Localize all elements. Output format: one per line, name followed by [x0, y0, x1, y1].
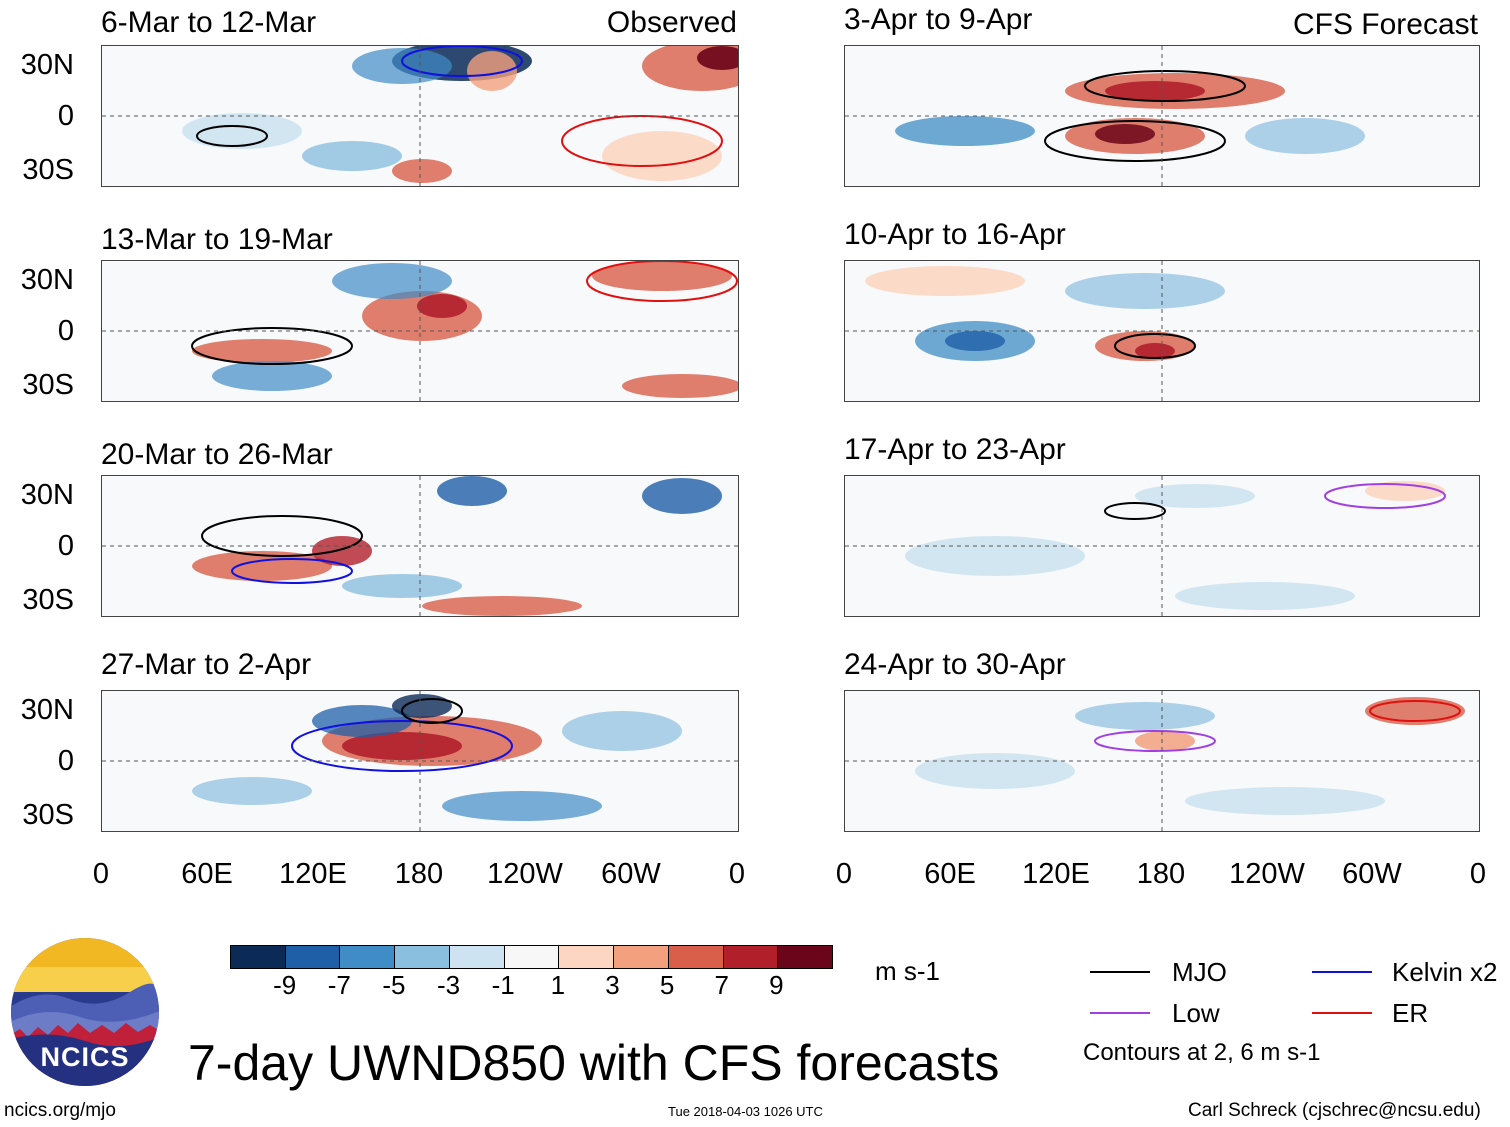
legend-line-er: [1312, 1012, 1372, 1014]
lat-label-30n: 30N: [20, 694, 74, 726]
map-panel-left-1: [101, 45, 739, 187]
wind-anomaly-map: [845, 46, 1479, 186]
lon-label: 60E: [181, 858, 233, 890]
lon-label: 60E: [924, 858, 976, 890]
legend-line-kelvin: [1312, 971, 1372, 973]
lat-label-30s: 30S: [22, 799, 74, 831]
colorbar-swatch: [559, 946, 615, 968]
colorbar-tick-label: -1: [491, 970, 515, 1000]
colorbar-tick-label: 5: [659, 970, 675, 1000]
panel-title: 3-Apr to 9-Apr: [844, 3, 1033, 36]
colorbar-tick-label: -9: [273, 970, 297, 1000]
panel-tag-observed: Observed: [606, 6, 737, 39]
lat-label-30n: 30N: [20, 479, 74, 511]
lon-label: 120W: [487, 858, 563, 890]
logo-text: NCICS: [40, 1042, 130, 1072]
lon-label: 120E: [1022, 858, 1090, 890]
map-panel-left-2: [101, 260, 739, 402]
panel-tag-forecast: CFS Forecast: [1292, 8, 1478, 41]
panel-title: 10-Apr to 16-Apr: [844, 218, 1066, 251]
lon-label: 60W: [1342, 858, 1402, 890]
colorbar-swatch: [285, 946, 341, 968]
panel-title: 6-Mar to 12-Mar: [101, 6, 317, 39]
wind-anomaly-map: [102, 476, 738, 616]
wind-anomaly-map: [845, 261, 1479, 401]
colorbar-units: m s-1: [875, 956, 940, 986]
wind-anomaly-map: [102, 261, 738, 401]
footer-author: Carl Schreck (cjschrec@ncsu.edu): [1188, 1100, 1481, 1121]
lon-label: 0: [92, 858, 110, 890]
colorbar-swatch: [778, 946, 833, 968]
colorbar-tick-label: -3: [436, 970, 461, 1000]
legend-line-low: [1090, 1012, 1150, 1014]
lat-label-0: 0: [57, 100, 74, 132]
footer-url: ncics.org/mjo: [4, 1100, 116, 1121]
colorbar-tick-label: 7: [714, 970, 729, 1000]
colorbar-swatch: [668, 946, 724, 968]
lat-label-0: 0: [57, 745, 74, 777]
colorbar-tick-label: 1: [550, 970, 566, 1000]
lon-label: 120W: [1229, 858, 1305, 890]
colorbar-tick-label: -5: [382, 970, 406, 1000]
wind-anomaly-map: [102, 46, 738, 186]
colorbar-swatch: [395, 946, 450, 968]
lat-label-0: 0: [57, 315, 74, 347]
wind-anomaly-map: [102, 691, 738, 831]
main-title: 7-day UWND850 with CFS forecasts: [188, 1035, 1000, 1091]
lon-label: 120E: [279, 858, 347, 890]
legend-note: Contours at 2, 6 m s-1: [1083, 1039, 1321, 1066]
lat-label-30s: 30S: [22, 154, 74, 186]
legend-line-mjo: [1090, 971, 1150, 973]
colorbar-tick-label: 3: [605, 970, 620, 1000]
panel-title: 27-Mar to 2-Apr: [101, 648, 312, 681]
colorbar-swatch: [504, 946, 560, 968]
lat-label-30s: 30S: [22, 584, 74, 616]
lon-label: 0: [1469, 858, 1487, 890]
wind-anomaly-map: [845, 691, 1479, 831]
panel-title: 20-Mar to 26-Mar: [101, 438, 333, 471]
footer-timestamp: Tue 2018-04-03 1026 UTC: [668, 1104, 823, 1119]
lat-label-30n: 30N: [20, 264, 74, 296]
colorbar-tick-label: 9: [769, 970, 784, 1000]
colorbar-swatch: [449, 946, 505, 968]
lon-label: 60W: [601, 858, 661, 890]
colorbar-swatch: [340, 946, 396, 968]
panel-title: 24-Apr to 30-Apr: [844, 648, 1066, 681]
colorbar-swatch: [231, 946, 286, 968]
colorbar-swatch: [614, 946, 669, 968]
map-panel-left-4: [101, 690, 739, 832]
map-panel-right-2: [844, 260, 1480, 402]
panel-title: 17-Apr to 23-Apr: [844, 433, 1066, 466]
wind-anomaly-map: [845, 476, 1479, 616]
lat-label-0: 0: [57, 530, 74, 562]
ncics-logo-graphic: [11, 938, 159, 1086]
legend-label-kelvin: Kelvin x2: [1392, 957, 1498, 987]
lon-label: 180: [394, 858, 444, 890]
map-panel-right-3: [844, 475, 1480, 617]
lon-label: 0: [835, 858, 853, 890]
lat-label-30n: 30N: [20, 49, 74, 81]
map-panel-left-3: [101, 475, 739, 617]
colorbar: [230, 945, 833, 969]
legend-label-low: Low: [1172, 998, 1220, 1028]
colorbar-tick-label: -7: [327, 970, 351, 1000]
legend-label-mjo: MJO: [1172, 957, 1227, 987]
colorbar-swatch: [723, 946, 779, 968]
legend-label-er: ER: [1392, 998, 1429, 1028]
lat-label-30s: 30S: [22, 369, 74, 401]
ncics-logo: NCICS: [10, 937, 160, 1087]
lon-label: 180: [1136, 858, 1186, 890]
panel-title: 13-Mar to 19-Mar: [101, 223, 333, 256]
lon-label: 0: [728, 858, 746, 890]
map-panel-right-4: [844, 690, 1480, 832]
map-panel-right-1: [844, 45, 1480, 187]
